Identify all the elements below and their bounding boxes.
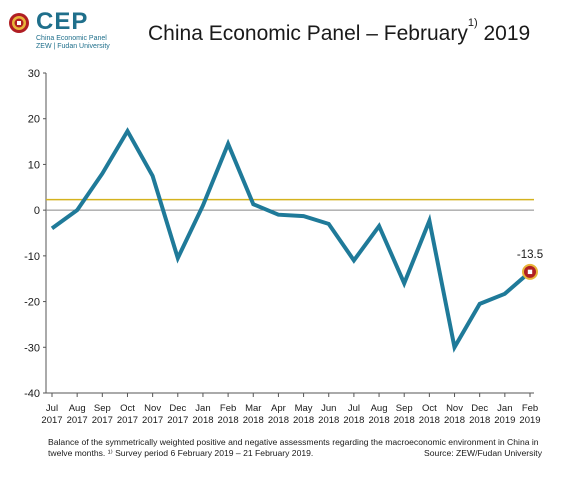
data-point [251, 202, 255, 206]
x-tick-label-month: Jul [348, 403, 360, 414]
x-tick-label-month: Dec [169, 403, 186, 414]
data-point [352, 258, 356, 262]
x-tick-label-month: Aug [69, 403, 86, 414]
y-tick-label: -30 [24, 342, 40, 354]
x-tick-label-year: 2018 [343, 415, 364, 426]
data-point [377, 224, 381, 228]
chart-title-footnote-marker: 1) [467, 17, 478, 29]
x-tick-label-year: 2017 [41, 415, 62, 426]
last-point-label: -13.5 [517, 249, 543, 261]
chart-source: Source: ZEW/Fudan University [424, 448, 542, 458]
logo-subtitle-university: ZEW | Fudan University [36, 43, 110, 50]
x-tick-label-month: Mar [245, 403, 261, 414]
y-tick-label: 20 [28, 114, 40, 126]
line-chart: 3020100-10-20-30-40Jul2017Aug2017Sep2017… [24, 68, 543, 426]
data-point [503, 292, 507, 296]
x-tick-label-month: Apr [271, 403, 286, 414]
x-tick-label-year: 2017 [92, 415, 113, 426]
x-tick-label-year: 2017 [117, 415, 138, 426]
x-tick-label-month: Jan [195, 403, 210, 414]
x-tick-label-year: 2018 [268, 415, 289, 426]
data-point [50, 226, 54, 230]
x-tick-label-month: May [295, 403, 313, 414]
data-point [75, 208, 79, 212]
x-tick-label-year: 2018 [469, 415, 490, 426]
chart-footnote: Balance of the symmetrically weighted po… [48, 437, 539, 458]
data-point [478, 302, 482, 306]
x-tick-label-year: 2017 [142, 415, 163, 426]
x-tick-label-month: Nov [144, 403, 161, 414]
y-tick-label: -20 [24, 297, 40, 309]
data-point [176, 256, 180, 260]
data-point [427, 219, 431, 223]
y-tick-label: 30 [28, 68, 40, 80]
x-tick-label-year: 2017 [67, 415, 88, 426]
logo-text: CEP [36, 8, 89, 35]
x-tick-label-year: 2018 [318, 415, 339, 426]
x-tick-label-year: 2018 [394, 415, 415, 426]
data-point [327, 222, 331, 226]
y-tick-label: -10 [24, 251, 40, 263]
y-tick-label: -40 [24, 388, 40, 400]
data-series-line [50, 127, 532, 353]
x-tick-label-year: 2017 [167, 415, 188, 426]
x-tick-label-year: 2018 [293, 415, 314, 426]
chart-title: China Economic Panel – February1) 2019 [148, 17, 531, 46]
y-tick-label: 0 [34, 205, 40, 217]
x-tick-label-month: Nov [446, 403, 463, 414]
x-tick-label-month: Dec [471, 403, 488, 414]
data-point [100, 172, 104, 176]
chart-title-main: China Economic Panel – February [148, 22, 468, 45]
data-point [201, 204, 205, 208]
x-tick-label-month: Aug [371, 403, 388, 414]
x-tick-label-month: Feb [220, 403, 236, 414]
data-point [302, 214, 306, 218]
data-point [402, 281, 406, 285]
x-tick-label-month: Jun [321, 403, 336, 414]
cep-logo: CEP China Economic Panel ZEW | Fudan Uni… [8, 8, 128, 50]
chart-title-year: 2019 [477, 22, 531, 45]
x-tick-label-month: Oct [120, 403, 135, 414]
x-tick-label-year: 2018 [243, 415, 264, 426]
x-tick-label-month: Feb [522, 403, 538, 414]
x-tick-label-year: 2018 [444, 415, 465, 426]
data-point [276, 213, 280, 217]
x-tick-label-year: 2019 [519, 415, 540, 426]
cep-logo-mark-icon [9, 13, 29, 33]
data-point [125, 129, 129, 133]
data-point [151, 174, 155, 178]
x-tick-label-year: 2018 [419, 415, 440, 426]
x-tick-label-year: 2018 [218, 415, 239, 426]
x-tick-label-month: Sep [396, 403, 413, 414]
x-tick-label-year: 2019 [494, 415, 515, 426]
x-tick-label-month: Jan [497, 403, 512, 414]
data-point [226, 142, 230, 146]
last-point-marker-center [527, 269, 533, 275]
data-point [453, 345, 457, 349]
logo-subtitle: China Economic Panel [36, 35, 107, 42]
x-tick-label-year: 2018 [368, 415, 389, 426]
x-tick-label-month: Oct [422, 403, 437, 414]
x-tick-label-month: Sep [94, 403, 111, 414]
x-tick-label-year: 2018 [192, 415, 213, 426]
y-tick-label: 10 [28, 159, 40, 171]
x-tick-label-month: Jul [46, 403, 58, 414]
